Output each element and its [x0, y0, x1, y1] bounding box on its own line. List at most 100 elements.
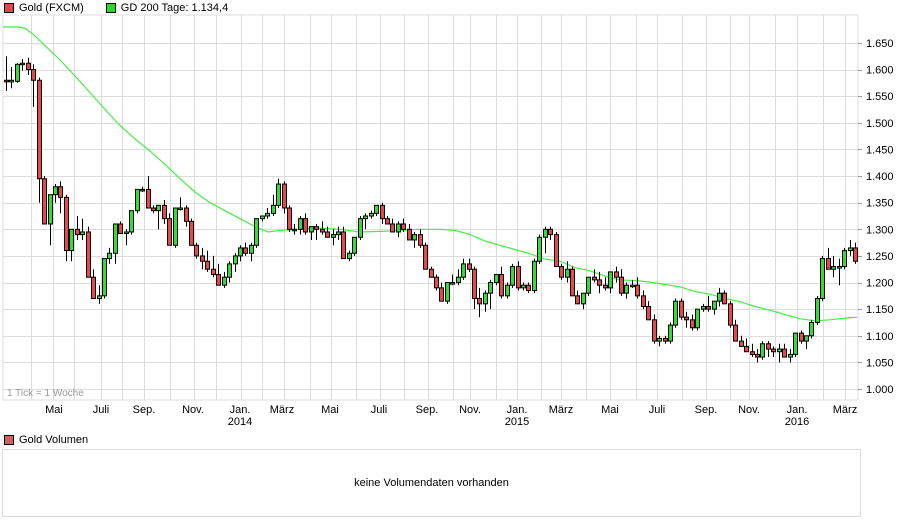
y-tick-label: 1.150: [866, 304, 894, 316]
candle: [706, 295, 711, 312]
volume-swatch-icon: [4, 435, 14, 445]
candle: [788, 349, 793, 363]
candle: [178, 197, 183, 211]
candle: [793, 332, 798, 358]
candle: [75, 215, 80, 240]
candle: [657, 335, 662, 347]
candle: [298, 215, 303, 235]
candle: [102, 258, 107, 299]
x-tick-label: Sep.: [133, 404, 156, 416]
candle: [532, 258, 537, 294]
x-tick-label: März: [270, 404, 294, 416]
x-tick-label: Sep.: [416, 404, 439, 416]
x-tick-label: Jan.: [787, 404, 808, 416]
candle: [739, 335, 744, 347]
candle: [472, 266, 477, 310]
legend-ma-label: GD 200 Tage: 1.134,4: [120, 1, 229, 14]
candle: [820, 255, 825, 302]
candle: [733, 319, 738, 342]
x-tick-label: Nov.: [182, 404, 204, 416]
y-tick-label: 1.300: [866, 224, 894, 236]
candle: [760, 341, 765, 360]
candle: [799, 330, 804, 344]
candle: [717, 287, 722, 307]
y-tick-label: 1.550: [866, 91, 894, 103]
tick-note: 1 Tick = 1 Woche: [7, 388, 84, 399]
candle: [815, 295, 820, 326]
candle: [663, 335, 668, 344]
candle: [804, 335, 809, 350]
chart-legend: Gold (FXCM) GD 200 Tage: 1.134,4: [4, 1, 250, 14]
candle: [831, 255, 836, 278]
candle: [227, 261, 232, 283]
candle: [358, 215, 363, 240]
candle: [641, 290, 646, 310]
candle: [401, 218, 406, 232]
candle: [701, 303, 706, 312]
y-tick-label: 1.250: [866, 251, 894, 263]
candle: [173, 207, 178, 248]
candle: [608, 271, 613, 294]
y-tick-label: 1.400: [866, 171, 894, 183]
candle: [559, 263, 564, 280]
candle: [488, 279, 493, 310]
candle: [20, 58, 25, 71]
candle: [205, 250, 210, 272]
candle: [48, 194, 53, 246]
candle: [439, 282, 444, 302]
candle: [570, 266, 575, 297]
y-tick-label: 1.350: [866, 198, 894, 210]
candle: [156, 204, 161, 230]
candle: [396, 221, 401, 238]
candle: [309, 226, 314, 240]
x-tick-year: 2015: [505, 416, 529, 428]
candle: [853, 242, 858, 264]
gold-series-swatch-icon: [4, 2, 14, 13]
candle: [516, 261, 521, 291]
candle: [292, 223, 297, 235]
x-tick-year: 2016: [785, 416, 809, 428]
candle: [64, 194, 69, 262]
candle: [456, 269, 461, 286]
candle: [826, 247, 831, 270]
candle: [135, 188, 140, 214]
x-tick-label: Mai: [45, 404, 63, 416]
candle: [537, 234, 542, 264]
candle: [347, 250, 352, 262]
candle: [434, 274, 439, 291]
candle: [592, 269, 597, 283]
candle: [581, 292, 586, 310]
candle: [554, 231, 559, 268]
x-tick-label: Nov.: [459, 404, 481, 416]
volume-empty-message: keine Volumendaten vorhanden: [354, 477, 509, 489]
ma-series-swatch-icon: [105, 2, 116, 13]
candle: [837, 258, 842, 286]
y-tick-label: 1.500: [866, 118, 894, 130]
candle: [91, 269, 96, 300]
x-tick-label: März: [549, 404, 573, 416]
candle: [750, 343, 755, 358]
candle: [303, 213, 308, 235]
candle: [200, 247, 205, 270]
candle: [673, 298, 678, 328]
candle: [238, 245, 243, 262]
candle: [26, 57, 31, 75]
candle: [461, 258, 466, 280]
candle: [744, 338, 749, 353]
candle: [58, 181, 63, 214]
candle: [652, 314, 657, 344]
candle: [42, 176, 47, 225]
candle: [249, 242, 254, 262]
candle: [418, 229, 423, 248]
legend-item-gold: Gold (FXCM): [4, 2, 84, 14]
candle: [722, 290, 727, 305]
volume-legend-label: Gold Volumen: [19, 434, 89, 446]
candle: [140, 186, 145, 193]
candle: [510, 263, 515, 288]
y-tick-label: 1.600: [866, 65, 894, 77]
candle: [53, 184, 58, 203]
candle: [331, 229, 336, 246]
x-tick-label: Sep.: [695, 404, 718, 416]
candle: [624, 282, 629, 299]
x-tick-label: Juli: [649, 404, 666, 416]
